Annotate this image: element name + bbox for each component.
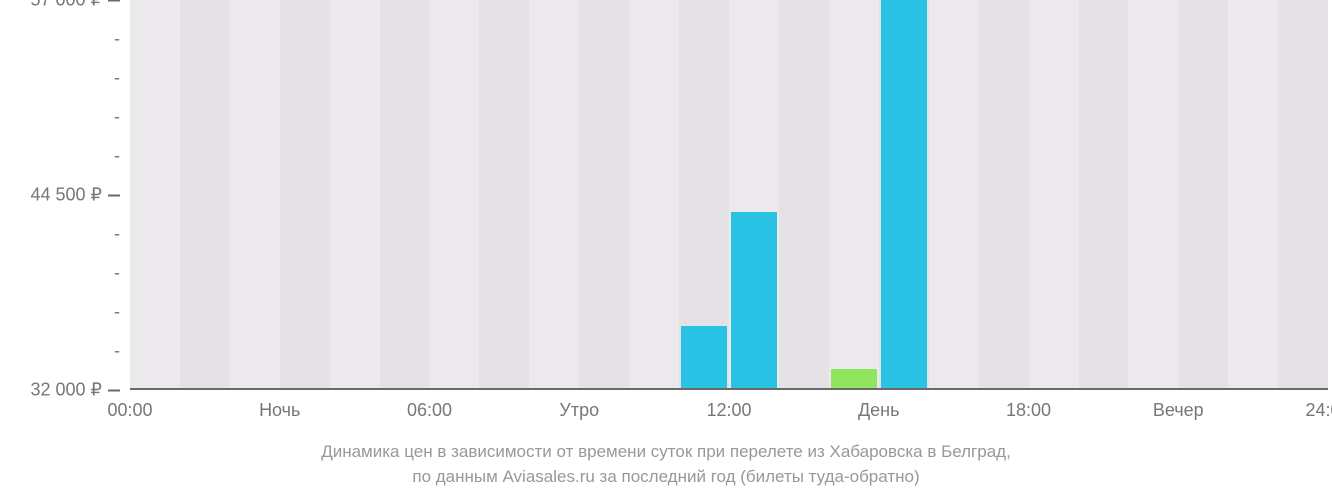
y-tick-major: 57 000 ₽ bbox=[30, 0, 120, 11]
bar-slot bbox=[380, 0, 430, 388]
bar-slot bbox=[1278, 0, 1328, 388]
x-axis-label: Ночь bbox=[259, 400, 300, 421]
bar-slot bbox=[929, 0, 979, 388]
y-tick-mark bbox=[108, 0, 120, 1]
plot-area bbox=[130, 0, 1328, 390]
price-bar[interactable] bbox=[681, 326, 727, 388]
y-tick-minor-label: - bbox=[114, 68, 120, 89]
bar-slot bbox=[230, 0, 280, 388]
y-tick-label: 57 000 ₽ bbox=[30, 0, 102, 11]
price-bar[interactable] bbox=[731, 212, 777, 388]
y-tick-minor-label: - bbox=[114, 29, 120, 50]
y-tick-minor: - bbox=[114, 68, 120, 89]
caption-line-2: по данным Aviasales.ru за последний год … bbox=[0, 465, 1332, 490]
y-tick-minor-label: - bbox=[114, 341, 120, 362]
x-axis-label: 06:00 bbox=[407, 400, 452, 421]
bar-slot bbox=[180, 0, 230, 388]
bar-slot bbox=[130, 0, 180, 388]
y-tick-minor: - bbox=[114, 29, 120, 50]
price-by-time-chart: 57 000 ₽44 500 ₽32 000 ₽-------- 00:00Но… bbox=[0, 0, 1332, 502]
x-axis: 00:00Ночь06:00Утро12:00День18:00Вечер24:… bbox=[130, 390, 1328, 430]
bar-slot bbox=[579, 0, 629, 388]
bar-slot bbox=[1128, 0, 1178, 388]
y-tick-minor-label: - bbox=[114, 224, 120, 245]
y-tick-minor-label: - bbox=[114, 146, 120, 167]
y-tick-major: 44 500 ₽ bbox=[30, 185, 120, 206]
y-tick-mark bbox=[108, 389, 120, 391]
bar-slot bbox=[679, 0, 729, 388]
x-axis-label: Утро bbox=[559, 400, 599, 421]
y-tick-minor: - bbox=[114, 341, 120, 362]
y-tick-minor-label: - bbox=[114, 302, 120, 323]
y-tick-mark bbox=[108, 194, 120, 196]
y-tick-minor: - bbox=[114, 146, 120, 167]
price-bar[interactable] bbox=[881, 0, 927, 388]
bar-slot bbox=[430, 0, 480, 388]
x-axis-label: 18:00 bbox=[1006, 400, 1051, 421]
bar-slot bbox=[1029, 0, 1079, 388]
bar-slot bbox=[979, 0, 1029, 388]
y-tick-minor: - bbox=[114, 263, 120, 284]
y-tick-minor: - bbox=[114, 107, 120, 128]
y-tick-major: 32 000 ₽ bbox=[30, 380, 120, 401]
x-axis-label: 24:00 bbox=[1305, 400, 1332, 421]
x-axis-label: 00:00 bbox=[107, 400, 152, 421]
x-axis-label: 12:00 bbox=[706, 400, 751, 421]
bar-slot bbox=[629, 0, 679, 388]
bar-slot bbox=[779, 0, 829, 388]
bar-slot bbox=[529, 0, 579, 388]
bar-slot bbox=[479, 0, 529, 388]
bars-layer bbox=[130, 0, 1328, 388]
bar-slot bbox=[330, 0, 380, 388]
caption-line-1: Динамика цен в зависимости от времени су… bbox=[0, 440, 1332, 465]
bar-slot bbox=[280, 0, 330, 388]
chart-caption: Динамика цен в зависимости от времени су… bbox=[0, 440, 1332, 489]
y-tick-minor: - bbox=[114, 302, 120, 323]
y-axis: 57 000 ₽44 500 ₽32 000 ₽-------- bbox=[0, 0, 130, 390]
y-tick-label: 32 000 ₽ bbox=[30, 380, 102, 401]
bar-slot bbox=[829, 0, 879, 388]
bar-slot bbox=[879, 0, 929, 388]
bar-slot bbox=[1228, 0, 1278, 388]
x-axis-label: День bbox=[858, 400, 900, 421]
bar-slot bbox=[1178, 0, 1228, 388]
y-tick-minor: - bbox=[114, 224, 120, 245]
x-axis-label: Вечер bbox=[1153, 400, 1204, 421]
y-tick-minor-label: - bbox=[114, 107, 120, 128]
price-bar[interactable] bbox=[831, 369, 877, 388]
y-tick-label: 44 500 ₽ bbox=[30, 185, 102, 206]
y-tick-minor-label: - bbox=[114, 263, 120, 284]
bar-slot bbox=[1079, 0, 1129, 388]
bar-slot bbox=[729, 0, 779, 388]
